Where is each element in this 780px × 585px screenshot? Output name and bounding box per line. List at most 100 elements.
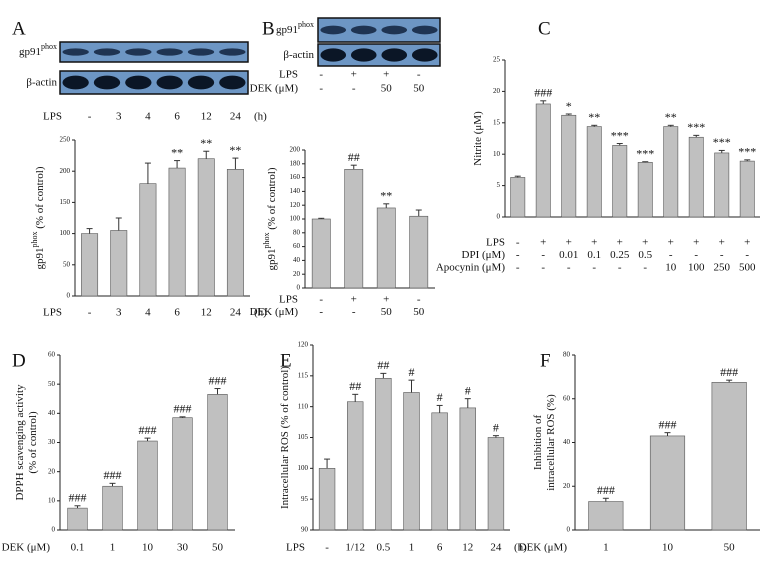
row-value: + (744, 237, 750, 249)
bar (510, 177, 526, 218)
row-value: + (719, 237, 725, 249)
y-axis-label: intracellular ROS (%) (545, 394, 557, 491)
row-value: 3 (116, 111, 122, 123)
text-part: phox (298, 20, 314, 29)
row-value: 50 (212, 542, 224, 554)
y-tick-label: 40 (293, 256, 301, 264)
blot-band (62, 48, 89, 56)
y-tick-label: 25 (493, 56, 501, 64)
blot-band (62, 75, 89, 90)
row-label: DEK (μM) (519, 542, 568, 554)
blot-band (350, 25, 377, 35)
bar (649, 435, 686, 531)
bar (172, 417, 193, 531)
significance: ** (588, 110, 600, 124)
blot-band (381, 25, 408, 35)
y-axis-label: Intracellular ROS (% of control) (279, 366, 291, 509)
row-label: LPS (279, 69, 298, 81)
row-value: 50 (724, 542, 736, 554)
row-value: 1 (409, 542, 415, 554)
row-value: 0.5 (638, 249, 652, 261)
bar (67, 507, 88, 531)
blot-band (93, 75, 121, 90)
unit: (h) (254, 111, 267, 123)
text-part: β-actin (26, 76, 57, 88)
text-part: Intracellular ROS (% of control) (279, 366, 291, 509)
bar (409, 215, 429, 289)
blot-band (187, 75, 215, 90)
unit: (h) (254, 307, 267, 319)
significance: # (465, 383, 471, 397)
y-tick-label: 0 (567, 526, 571, 534)
row-value: 100 (688, 262, 705, 274)
y-tick-label: 20 (563, 482, 571, 490)
row-value: - (352, 83, 356, 95)
significance: ### (174, 402, 192, 416)
bar (110, 230, 128, 297)
panel-letter: C (538, 18, 551, 39)
bar (102, 485, 123, 531)
text-part: gp91 (34, 248, 46, 270)
y-axis-label: gp91phox (% of control) (30, 166, 45, 269)
y-tick-label: 110 (298, 402, 309, 410)
row-label: DEK (μM) (250, 306, 299, 318)
bar (711, 382, 747, 531)
row-value: - (516, 237, 520, 249)
row-label: LPS (43, 111, 62, 123)
bar (347, 401, 364, 531)
y-tick-label: 15 (493, 118, 501, 126)
bar (663, 126, 679, 218)
blot-band (411, 48, 438, 62)
row-value: 1 (110, 542, 116, 554)
row-value: 10 (662, 542, 674, 554)
row-value: + (383, 69, 389, 81)
y-tick-label: 10 (48, 496, 56, 504)
row-value: 50 (381, 306, 393, 318)
row-value: + (351, 69, 357, 81)
row-value: + (591, 237, 597, 249)
blot-band (411, 25, 438, 35)
row-value: 50 (413, 306, 425, 318)
bar (535, 103, 551, 218)
bar (403, 392, 420, 531)
blot-label: gp91phox (19, 42, 57, 57)
blot-band (350, 48, 377, 62)
text-part: gp91 (276, 24, 298, 36)
row-value: 24 (230, 111, 242, 123)
row-value: - (88, 111, 92, 123)
y-tick-label: 100 (298, 464, 309, 472)
y-tick-label: 5 (497, 181, 501, 189)
row-value: - (516, 249, 520, 261)
row-value: - (669, 249, 673, 261)
y-tick-label: 50 (63, 260, 71, 268)
significance: *** (738, 145, 756, 159)
y-tick-label: 80 (563, 351, 571, 359)
row-value: - (694, 249, 698, 261)
y-tick-label: 20 (493, 87, 501, 95)
row-value: - (592, 262, 596, 274)
row-value: - (643, 262, 647, 274)
bar (586, 126, 602, 218)
text-part: (% of control) (34, 166, 46, 231)
row-value: 4 (145, 111, 151, 123)
blot-strip (317, 43, 441, 67)
bar (197, 158, 215, 297)
significance: ## (377, 358, 389, 372)
significance: ### (534, 86, 552, 100)
bar (139, 183, 157, 297)
y-tick-label: 20 (48, 467, 56, 475)
y-tick-label: 200 (60, 167, 71, 175)
significance: ** (171, 145, 183, 159)
row-value: 6 (174, 111, 180, 123)
row-value: - (417, 69, 421, 81)
significance: *** (713, 135, 731, 149)
y-tick-label: 95 (301, 495, 309, 503)
blot-label: gp91phox (276, 20, 314, 35)
y-tick-label: 80 (293, 228, 301, 236)
y-axis-label: Inhibition of (532, 415, 544, 471)
row-value: + (668, 237, 674, 249)
significance: * (566, 99, 572, 113)
row-value: - (541, 249, 545, 261)
text-part: (% of control) (27, 411, 39, 474)
row-value: 250 (714, 262, 731, 274)
